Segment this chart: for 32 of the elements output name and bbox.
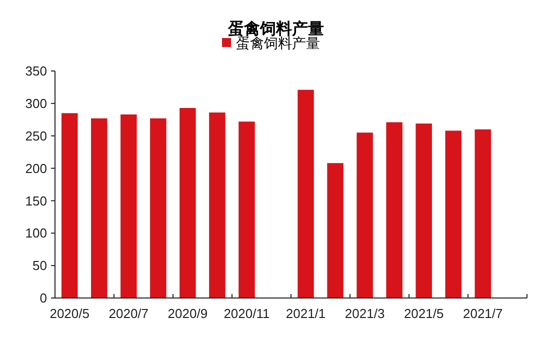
y-tick-label: 100 bbox=[25, 226, 47, 241]
y-tick-label: 250 bbox=[25, 128, 47, 144]
bar bbox=[91, 118, 108, 298]
y-tick-label: 300 bbox=[25, 96, 47, 111]
chart-title: 蛋禽饲料产量 bbox=[227, 20, 324, 38]
bar bbox=[474, 129, 491, 298]
bar bbox=[238, 122, 255, 298]
x-tick-label: 2020/5 bbox=[50, 306, 90, 321]
bar bbox=[298, 90, 314, 298]
bar bbox=[386, 122, 402, 298]
bar bbox=[416, 124, 432, 298]
y-tick-label: 150 bbox=[25, 193, 47, 208]
x-tick-label: 2021/7 bbox=[462, 306, 503, 321]
x-tick-label: 2021/3 bbox=[344, 306, 385, 321]
legend-label: 蛋禽饲料产量 bbox=[236, 35, 320, 51]
y-tick-label: 350 bbox=[25, 64, 47, 79]
bar bbox=[356, 132, 373, 298]
bar bbox=[150, 118, 166, 298]
x-tick-label: 2020/11 bbox=[224, 306, 270, 321]
bar bbox=[209, 112, 226, 298]
bar bbox=[180, 108, 196, 298]
y-tick-label: 0 bbox=[40, 290, 47, 306]
bar bbox=[120, 114, 137, 298]
x-tick-label: 2020/9 bbox=[168, 306, 208, 321]
bar bbox=[327, 163, 344, 298]
bar bbox=[445, 130, 462, 298]
x-tick-label: 2021/1 bbox=[286, 306, 326, 321]
x-tick-label: 2021/5 bbox=[404, 306, 444, 321]
x-tick-label: 2020/7 bbox=[108, 306, 149, 321]
y-tick-label: 200 bbox=[25, 160, 47, 176]
bar bbox=[61, 113, 78, 298]
y-tick-label: 50 bbox=[32, 258, 47, 274]
